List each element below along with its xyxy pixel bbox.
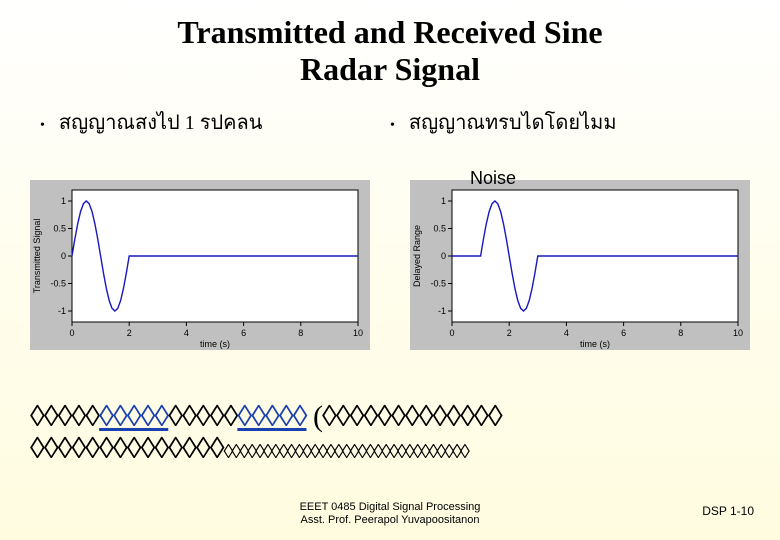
bullet-dot-icon: • xyxy=(40,118,45,134)
svg-text:8: 8 xyxy=(298,328,303,338)
svg-text:-0.5: -0.5 xyxy=(430,278,446,288)
svg-text:2: 2 xyxy=(127,328,132,338)
svg-text:-1: -1 xyxy=(58,306,66,316)
svg-text:4: 4 xyxy=(184,328,189,338)
glyph-seg: ◊◊◊◊◊ xyxy=(168,400,237,433)
left-chart: -1-0.500.510246810time (s)Transmitted Si… xyxy=(20,180,380,350)
svg-text:Delayed Range: Delayed Range xyxy=(412,225,422,287)
svg-text:8: 8 xyxy=(678,328,683,338)
svg-text:4: 4 xyxy=(564,328,569,338)
glyph-row-1: ◊◊◊◊◊◊◊◊◊◊◊◊◊◊◊◊◊◊◊◊ (◊◊◊◊◊◊◊◊◊◊◊◊◊ xyxy=(30,400,502,434)
glyph-seg: (◊◊◊◊◊◊◊◊◊◊◊◊◊ xyxy=(307,400,502,433)
svg-text:0: 0 xyxy=(61,251,66,261)
svg-text:0: 0 xyxy=(69,328,74,338)
svg-text:time (s): time (s) xyxy=(580,339,610,349)
svg-text:0.5: 0.5 xyxy=(53,223,66,233)
svg-text:-0.5: -0.5 xyxy=(50,278,66,288)
svg-text:-1: -1 xyxy=(438,306,446,316)
chart-svg: -1-0.500.510246810time (s)Transmitted Si… xyxy=(30,180,370,350)
noise-label: Noise xyxy=(470,168,516,189)
chart-svg: -1-0.500.510246810time (s)Delayed Range xyxy=(410,180,750,350)
glyph-seg-link: ◊◊◊◊◊ xyxy=(237,400,306,433)
glyph-row-2: ◊◊◊◊◊◊◊◊◊◊◊◊◊◊◊◊◊◊◊◊◊◊◊◊◊◊◊◊◊◊◊◊◊◊◊◊◊◊◊◊… xyxy=(30,432,468,466)
svg-text:0: 0 xyxy=(441,251,446,261)
footer-line-1: EEET 0485 Digital Signal Processing xyxy=(300,501,481,513)
glyph-seg: ◊◊◊◊◊◊◊◊◊◊◊◊◊◊ xyxy=(30,432,224,465)
svg-text:Transmitted Signal: Transmitted Signal xyxy=(32,218,42,293)
footer-page-number: DSP 1-10 xyxy=(702,504,754,518)
bullet-dot-icon: • xyxy=(390,118,395,134)
bullet-right: • สญญาณทรบไดโดยไมม xyxy=(390,106,740,138)
svg-text:time (s): time (s) xyxy=(200,339,230,349)
svg-text:1: 1 xyxy=(61,196,66,206)
svg-text:10: 10 xyxy=(733,328,743,338)
charts-row: -1-0.500.510246810time (s)Transmitted Si… xyxy=(0,138,780,350)
svg-text:2: 2 xyxy=(507,328,512,338)
svg-text:6: 6 xyxy=(621,328,626,338)
svg-text:1: 1 xyxy=(441,196,446,206)
bullet-left-text: สญญาณสงไป 1 รปคลน xyxy=(59,106,263,138)
svg-text:6: 6 xyxy=(241,328,246,338)
glyph-seg-link: ◊◊◊◊◊ xyxy=(99,400,168,433)
footer-line-2: Asst. Prof. Peerapol Yuvapoositanon xyxy=(301,514,480,526)
glyph-seg-small: ◊◊◊◊◊◊◊◊◊◊◊◊◊◊◊◊◊◊◊◊◊◊◊◊◊◊◊◊◊◊◊ xyxy=(224,441,468,463)
svg-text:0: 0 xyxy=(449,328,454,338)
title-line-2: Radar Signal xyxy=(300,51,480,87)
footer-center: EEET 0485 Digital Signal Processing Asst… xyxy=(0,501,780,529)
svg-text:10: 10 xyxy=(353,328,363,338)
slide-title: Transmitted and Received Sine Radar Sign… xyxy=(0,0,780,96)
bullet-left: • สญญาณสงไป 1 รปคลน xyxy=(40,106,390,138)
glyph-seg: ◊◊◊◊◊ xyxy=(30,400,99,433)
right-chart: -1-0.500.510246810time (s)Delayed Range xyxy=(400,180,760,350)
bullet-right-text: สญญาณทรบไดโดยไมม xyxy=(409,106,617,138)
title-line-1: Transmitted and Received Sine xyxy=(177,14,602,50)
svg-text:0.5: 0.5 xyxy=(433,223,446,233)
bullet-row: • สญญาณสงไป 1 รปคลน • สญญาณทรบไดโดยไมม xyxy=(0,96,780,138)
